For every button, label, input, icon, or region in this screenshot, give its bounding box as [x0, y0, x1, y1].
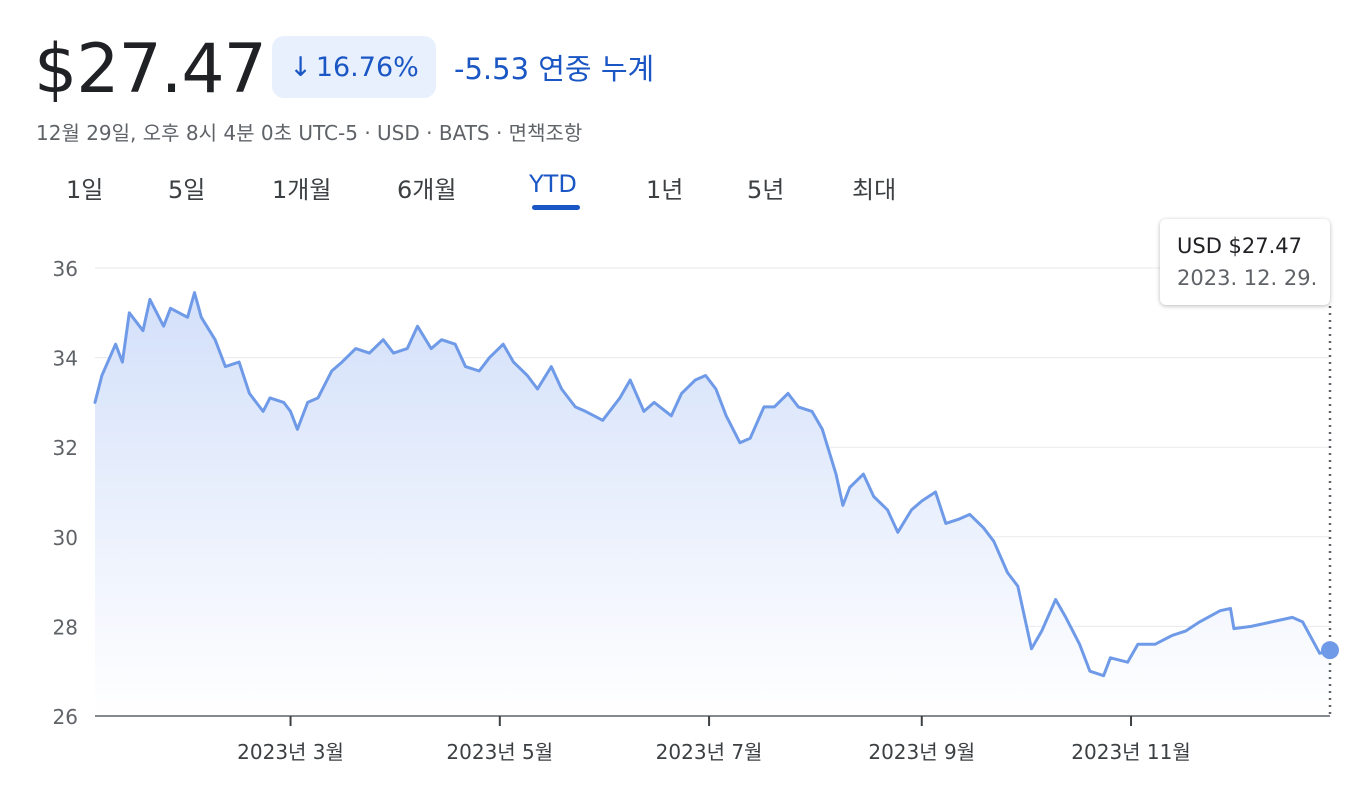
- x-tick-label: 2023년 7월: [656, 740, 763, 764]
- y-tick-label: 30: [53, 526, 78, 550]
- x-tick-label: 2023년 11월: [1071, 740, 1191, 764]
- current-price: $27.47: [34, 30, 267, 109]
- timeframe-tabs: 1일 5일 1개월 6개월 YTD 1년 5년 최대: [0, 170, 1370, 214]
- change-percent-badge: ↓ 16.76%: [272, 36, 436, 98]
- tooltip-date: 2023. 12. 29.: [1177, 266, 1318, 290]
- current-point-marker: [1321, 641, 1339, 660]
- price-area: [95, 292, 1330, 716]
- price-tooltip: USD $27.47 2023. 12. 29.: [1160, 219, 1330, 305]
- x-tick-label: 2023년 3월: [237, 740, 344, 764]
- tab-1d[interactable]: 1일: [66, 176, 104, 204]
- y-tick-label: 34: [53, 347, 78, 371]
- y-tick-label: 32: [53, 436, 78, 460]
- x-axis: 2023년 3월 2023년 5월 2023년 7월 2023년 9월 2023년 11…: [237, 716, 1191, 764]
- tab-5d[interactable]: 5일: [168, 176, 206, 204]
- change-percent-value: 16.76%: [315, 51, 419, 83]
- tab-1m[interactable]: 1개월: [272, 176, 332, 204]
- y-tick-label: 26: [53, 705, 78, 729]
- x-tick-label: 2023년 5월: [446, 740, 553, 764]
- y-axis: 26 28 30 32 34 36: [53, 257, 78, 729]
- tab-5y[interactable]: 5년: [747, 176, 785, 204]
- tab-6m[interactable]: 6개월: [397, 176, 457, 204]
- y-tick-label: 28: [53, 615, 78, 639]
- tab-1y[interactable]: 1년: [646, 176, 684, 204]
- y-tick-label: 36: [53, 257, 78, 281]
- x-tick-label: 2023년 9월: [868, 740, 975, 764]
- tooltip-price: USD $27.47: [1177, 234, 1303, 258]
- price-line: [93, 291, 1332, 678]
- tab-ytd[interactable]: YTD: [529, 170, 577, 198]
- arrow-down-icon: ↓: [289, 51, 312, 83]
- change-amount: -5.53 연중 누계: [454, 52, 655, 86]
- quote-meta: 12월 29일, 오후 8시 4분 0초 UTC-5 · USD · BATS …: [36, 121, 583, 145]
- tab-max[interactable]: 최대: [852, 176, 897, 204]
- active-tab-indicator: [532, 205, 580, 210]
